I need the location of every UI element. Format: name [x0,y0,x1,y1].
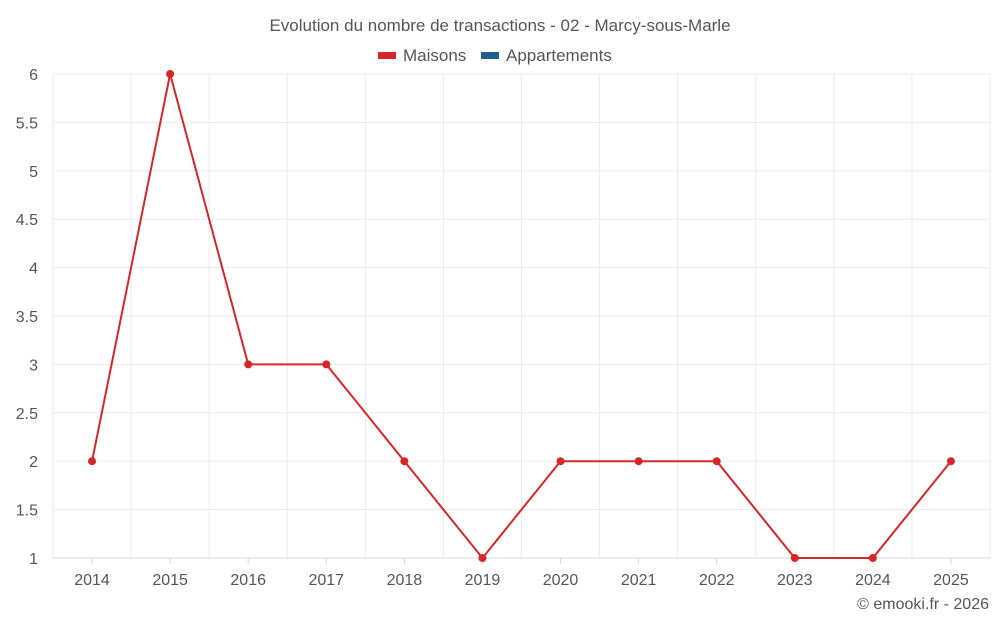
series-line-maisons [91,73,952,559]
y-tick-label: 3 [29,357,38,374]
data-point-maisons[interactable] [712,457,721,466]
x-gridlines [52,74,991,558]
data-point-maisons[interactable] [400,457,409,466]
chart-legend: Maisons Appartements [378,46,612,65]
x-tick-label: 2024 [855,572,891,589]
x-tick-label: 2016 [230,572,266,589]
y-tick-label: 4.5 [16,212,38,229]
y-tick-label: 2.5 [16,406,38,423]
x-axis-ticks: 2014 2015 2016 2017 2018 2019 2020 2021 2022 2023… [74,558,969,589]
y-tick-label: 1 [29,551,38,568]
legend-label-maisons: Maisons [403,46,466,65]
y-tick-label: 5.5 [16,115,38,132]
legend-swatch-maisons [378,52,396,59]
legend-swatch-appartements [481,52,499,59]
data-point-maisons[interactable] [634,457,643,466]
x-tick-label: 2019 [465,572,501,589]
data-point-maisons[interactable] [478,554,487,562]
data-point-maisons[interactable] [556,457,565,466]
series-layer [88,70,955,562]
data-point-maisons[interactable] [790,554,799,562]
data-point-maisons[interactable] [946,457,955,466]
y-tick-label: 5 [29,164,38,181]
y-tick-label: 2 [29,454,38,471]
legend-item-maisons[interactable]: Maisons [378,46,466,65]
legend-item-appartements[interactable]: Appartements [481,46,612,65]
data-point-maisons[interactable] [244,360,253,369]
y-axis-ticks: 1 1.5 2 2.5 3 3.5 4 4.5 5 5.5 6 [16,67,38,568]
y-tick-label: 4 [29,261,38,278]
x-tick-label: 2014 [74,572,110,589]
credit-text: © emooki.fr - 2026 [857,596,989,613]
data-point-maisons[interactable] [868,554,877,562]
y-tick-label: 3.5 [16,309,38,326]
legend-label-appartements: Appartements [506,46,612,65]
x-tick-label: 2022 [699,572,735,589]
y-tick-label: 6 [29,67,38,84]
y-tick-label: 1.5 [16,503,38,520]
x-tick-label: 2020 [543,572,579,589]
x-tick-label: 2015 [152,572,188,589]
data-point-maisons[interactable] [322,360,331,369]
x-tick-label: 2023 [777,572,813,589]
x-tick-label: 2025 [933,572,969,589]
x-tick-label: 2018 [387,572,423,589]
data-point-maisons[interactable] [88,457,97,466]
x-tick-label: 2017 [308,572,344,589]
data-point-maisons[interactable] [166,70,175,78]
x-tick-label: 2021 [621,572,657,589]
chart-title: Evolution du nombre de transactions - 02… [269,16,730,35]
